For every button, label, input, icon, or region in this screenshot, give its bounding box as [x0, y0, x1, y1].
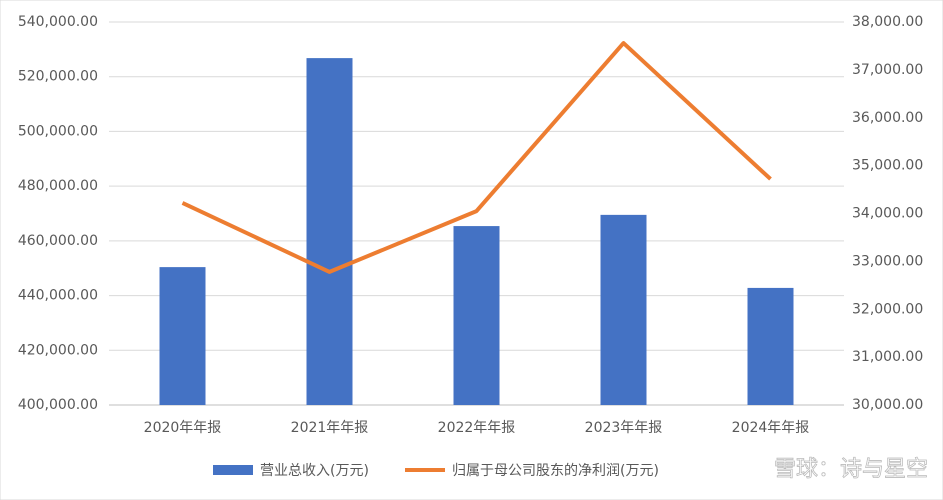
y-tick-label: 400,000.00	[18, 397, 98, 413]
bar	[306, 58, 353, 406]
y-tick-label: 500,000.00	[18, 123, 98, 139]
line	[181, 41, 772, 274]
watermark: 雪球：诗与星空	[774, 457, 928, 482]
y-tick-label: 440,000.00	[18, 288, 98, 304]
legend-label: 归属于母公司股东的净利润(万元)	[452, 462, 659, 479]
legend-label: 营业总收入(万元)	[260, 463, 369, 479]
y-tick-label: 540,000.00	[18, 14, 98, 30]
y2-tick-label: 31,000.00	[852, 349, 923, 365]
x-tick-label: 2022年年报	[438, 420, 516, 436]
legend-swatch	[213, 465, 253, 475]
bar	[453, 226, 500, 405]
bar	[747, 287, 794, 405]
y2-tick-label: 30,000.00	[852, 397, 923, 413]
y-tick-label: 520,000.00	[18, 69, 98, 85]
x-tick-label: 2020年年报	[144, 420, 222, 436]
x-tick-label: 2023年年报	[585, 420, 663, 436]
y2-tick-label: 35,000.00	[852, 158, 923, 174]
y2-tick-label: 38,000.00	[852, 14, 923, 30]
y2-tick-label: 37,000.00	[852, 62, 923, 78]
bar	[600, 214, 647, 405]
y-tick-label: 460,000.00	[18, 233, 98, 249]
x-tick-label: 2024年年报	[732, 420, 810, 436]
x-tick-label: 2021年年报	[291, 420, 369, 436]
bar	[159, 267, 206, 405]
y2-tick-label: 33,000.00	[852, 253, 923, 269]
y2-tick-label: 34,000.00	[852, 206, 923, 222]
y-tick-label: 480,000.00	[18, 178, 98, 194]
y-tick-label: 420,000.00	[18, 342, 98, 358]
y2-tick-label: 36,000.00	[852, 110, 923, 126]
y2-tick-label: 32,000.00	[852, 301, 923, 317]
